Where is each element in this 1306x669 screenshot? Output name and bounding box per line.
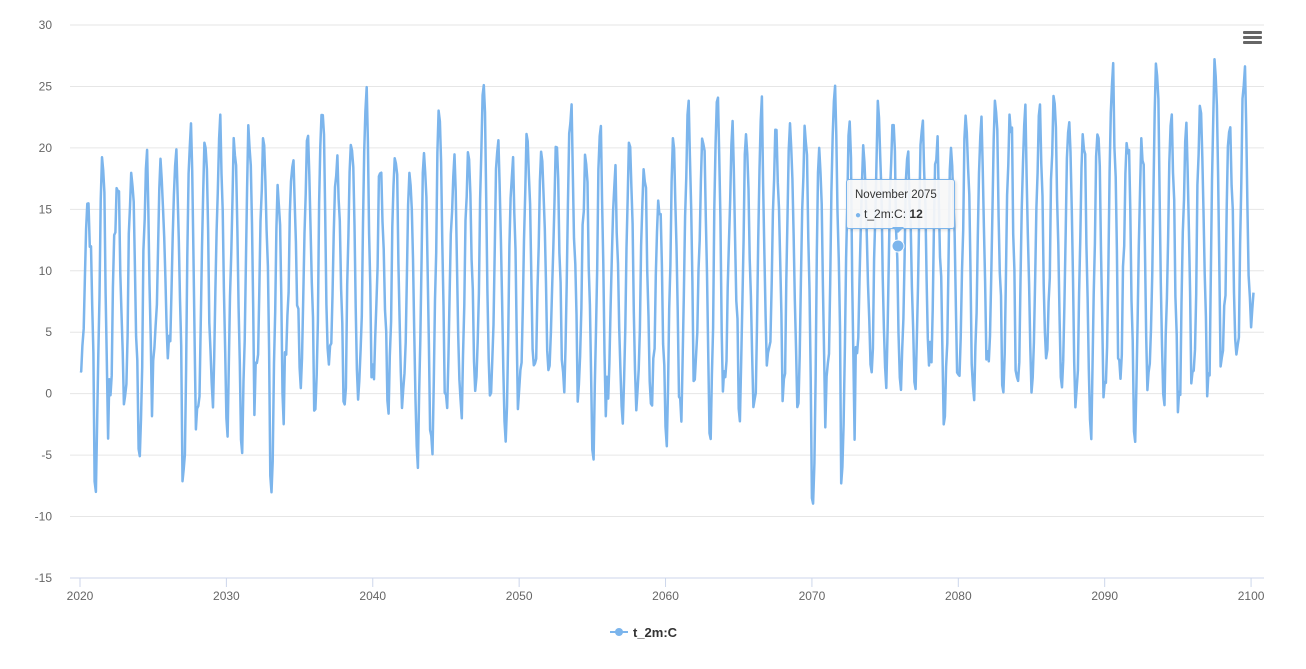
svg-text:2020: 2020	[67, 589, 94, 603]
svg-text:30: 30	[39, 18, 53, 32]
svg-text:2060: 2060	[652, 589, 679, 603]
svg-text:0: 0	[45, 387, 52, 401]
svg-text:20: 20	[39, 141, 53, 155]
svg-text:15: 15	[39, 202, 53, 216]
svg-text:5: 5	[45, 325, 52, 339]
legend-item-t2m[interactable]: t_2m:C	[610, 622, 677, 642]
tooltip-row: ● t_2m:C: 12	[855, 207, 923, 221]
svg-text:2090: 2090	[1091, 589, 1118, 603]
svg-text:2040: 2040	[359, 589, 386, 603]
tooltip-title: November 2075	[855, 189, 937, 201]
hamburger-menu-icon[interactable]	[1238, 26, 1266, 50]
svg-text:-10: -10	[35, 510, 53, 524]
hover-marker	[891, 239, 905, 253]
series-t2m-line[interactable]	[79, 57, 1255, 505]
svg-text:2080: 2080	[945, 589, 972, 603]
tooltip-value: 12	[909, 207, 923, 221]
svg-text:2070: 2070	[799, 589, 826, 603]
svg-text:-5: -5	[41, 448, 52, 462]
series-dot-icon: ●	[855, 210, 862, 221]
tooltip: November 2075 ● t_2m:C: 12	[846, 179, 955, 229]
svg-text:-15: -15	[35, 571, 53, 585]
svg-text:25: 25	[39, 79, 53, 93]
svg-text:2100: 2100	[1238, 589, 1265, 603]
legend-label: t_2m:C	[633, 624, 678, 640]
svg-text:2030: 2030	[213, 589, 240, 603]
legend-line-marker-icon	[610, 627, 628, 637]
svg-text:2050: 2050	[506, 589, 533, 603]
x-axis: 2020 2030 2040 2050 2060 2070 2080 2090 2100	[67, 577, 1265, 603]
tooltip-series-label: t_2m:C:	[864, 207, 910, 221]
svg-text:10: 10	[39, 264, 53, 278]
y-axis-labels: -15 -10 -5 0 5 10 15 20 25 30	[35, 18, 53, 585]
tooltip-pointer	[892, 227, 904, 233]
